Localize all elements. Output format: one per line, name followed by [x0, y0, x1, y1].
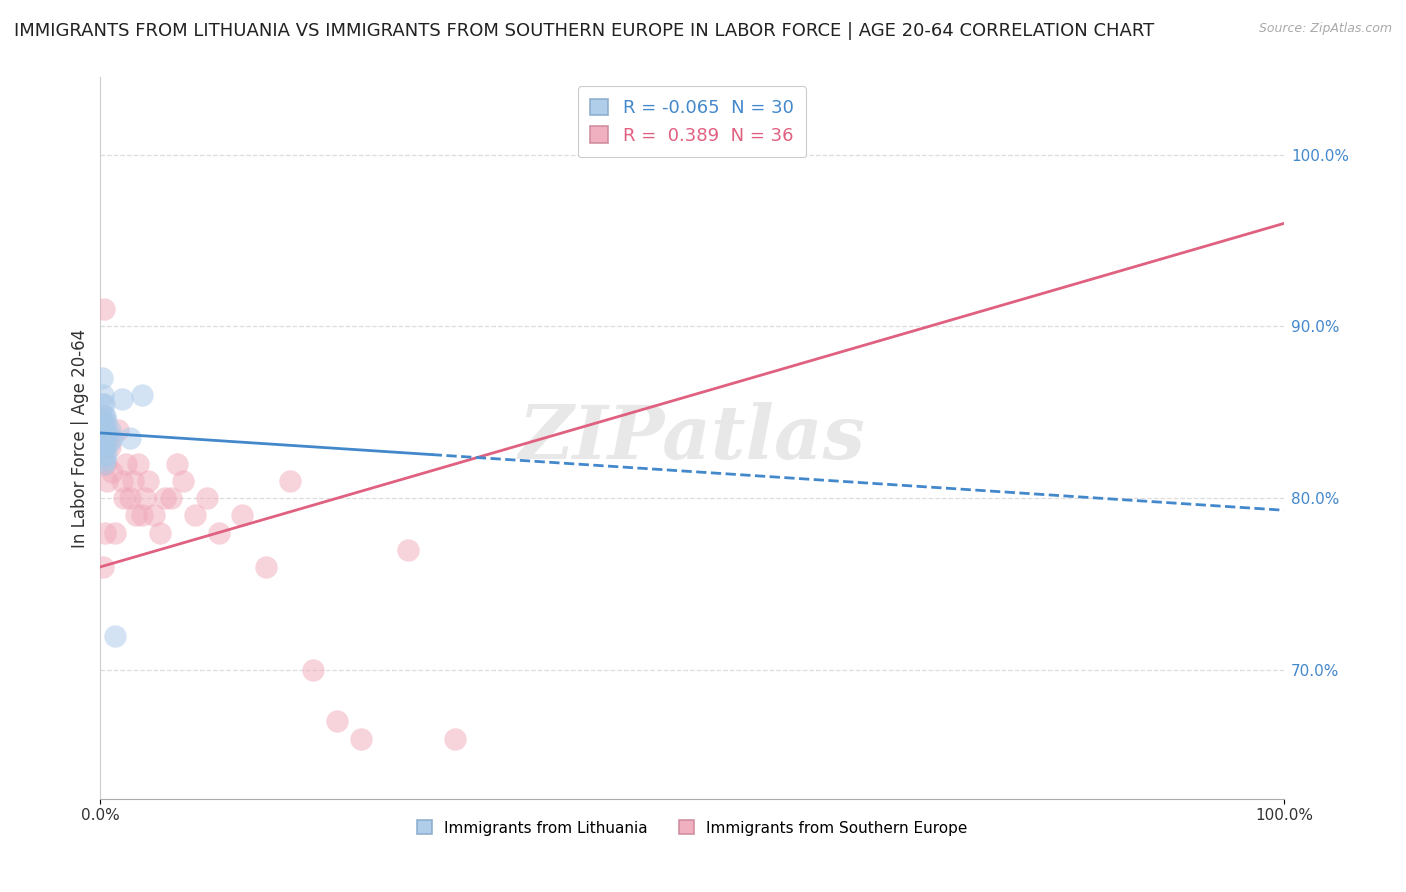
- Point: [93, 457, 115, 471]
- Point: [208, 525, 231, 540]
- Point: [93, 440, 115, 454]
- Point: [131, 508, 153, 523]
- Point: [326, 714, 349, 729]
- Point: [118, 491, 141, 506]
- Point: [93, 397, 115, 411]
- Point: [396, 542, 419, 557]
- Point: [90, 371, 112, 385]
- Point: [96, 425, 118, 440]
- Point: [91, 388, 114, 402]
- Point: [115, 457, 138, 471]
- Point: [93, 429, 115, 443]
- Point: [254, 560, 277, 574]
- Point: [94, 409, 117, 423]
- Point: [98, 440, 121, 454]
- Point: [90, 397, 112, 411]
- Point: [90, 414, 112, 428]
- Point: [96, 448, 118, 462]
- Legend: R = -0.065  N = 30, R =  0.389  N = 36: R = -0.065 N = 30, R = 0.389 N = 36: [578, 87, 807, 157]
- Point: [131, 388, 153, 402]
- Point: [160, 491, 183, 506]
- Point: [91, 414, 114, 428]
- Point: [93, 419, 115, 434]
- Point: [112, 491, 135, 506]
- Point: [103, 629, 125, 643]
- Y-axis label: In Labor Force | Age 20-64: In Labor Force | Age 20-64: [72, 328, 89, 548]
- Text: IMMIGRANTS FROM LITHUANIA VS IMMIGRANTS FROM SOUTHERN EUROPE IN LABOR FORCE | AG: IMMIGRANTS FROM LITHUANIA VS IMMIGRANTS …: [14, 22, 1154, 40]
- Point: [350, 731, 373, 746]
- Point: [127, 457, 149, 471]
- Point: [96, 474, 118, 488]
- Point: [96, 414, 118, 428]
- Point: [96, 431, 118, 445]
- Point: [184, 508, 207, 523]
- Point: [125, 508, 148, 523]
- Point: [91, 440, 114, 454]
- Point: [96, 457, 118, 471]
- Point: [94, 453, 117, 467]
- Point: [93, 302, 115, 317]
- Point: [111, 392, 134, 406]
- Point: [97, 436, 120, 450]
- Point: [93, 448, 115, 462]
- Point: [93, 409, 115, 423]
- Point: [142, 508, 165, 523]
- Point: [101, 466, 124, 480]
- Point: [231, 508, 253, 523]
- Point: [91, 560, 114, 574]
- Point: [94, 525, 117, 540]
- Point: [155, 491, 177, 506]
- Point: [278, 474, 301, 488]
- Point: [90, 431, 112, 445]
- Point: [107, 423, 129, 437]
- Point: [148, 525, 170, 540]
- Point: [111, 474, 134, 488]
- Point: [98, 423, 121, 437]
- Point: [103, 525, 125, 540]
- Point: [94, 425, 117, 440]
- Point: [134, 491, 156, 506]
- Text: ZIPatlas: ZIPatlas: [519, 402, 866, 475]
- Point: [122, 474, 145, 488]
- Point: [302, 663, 325, 677]
- Point: [118, 431, 141, 445]
- Point: [91, 423, 114, 437]
- Point: [94, 440, 117, 454]
- Point: [101, 431, 124, 445]
- Point: [172, 474, 194, 488]
- Point: [444, 731, 467, 746]
- Point: [195, 491, 218, 506]
- Text: Source: ZipAtlas.com: Source: ZipAtlas.com: [1258, 22, 1392, 36]
- Point: [166, 457, 188, 471]
- Point: [136, 474, 159, 488]
